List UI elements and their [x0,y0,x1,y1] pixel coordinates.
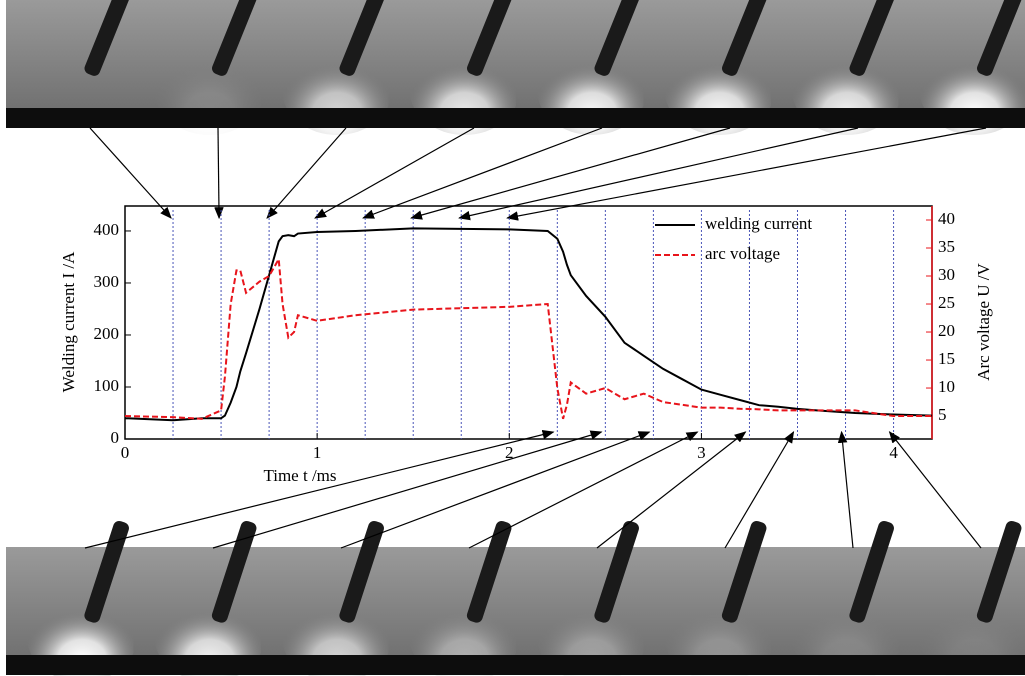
x-axis-label: Time t /ms [263,466,336,485]
workpiece [899,655,1025,675]
workpiece [389,655,517,675]
arrow [890,432,981,548]
legend-label: arc voltage [705,244,780,263]
frame [644,519,775,676]
arrow [363,128,602,218]
workpiece [516,108,644,128]
frame [261,519,392,676]
series-line [125,228,932,420]
x-tick-label: 3 [697,443,706,462]
frame [261,0,392,135]
frame [389,0,520,135]
arrow [315,128,474,218]
frame [134,0,265,135]
workpiece [6,108,134,128]
legend-label: welding current [705,214,812,233]
x-tick-label: 1 [313,443,322,462]
workpiece [6,655,134,675]
frame [516,519,647,676]
arrows [85,128,986,548]
y2-tick-label: 30 [938,265,955,284]
x-tick-label: 2 [505,443,514,462]
workpiece [134,655,262,675]
frame [6,0,137,135]
frame [899,519,1025,676]
workpiece [644,108,772,128]
x-tick-label: 0 [121,443,130,462]
y-tick-label: 300 [94,272,120,291]
frame [389,519,520,676]
y-tick-label: 0 [111,428,120,447]
workpiece [389,108,517,128]
plot-area [125,206,932,439]
workpiece [644,655,772,675]
workpiece [771,655,899,675]
y-axis-label: Welding current I /A [59,251,78,392]
x-tick-label: 4 [889,443,898,462]
y2-tick-label: 20 [938,321,955,340]
y-tick-label: 400 [94,220,120,239]
y2-tick-label: 35 [938,237,955,256]
arrow [411,128,730,218]
arrow [90,128,171,218]
arrow [507,128,986,218]
frame [644,0,775,135]
y-tick-label: 200 [94,324,120,343]
frame [134,519,265,676]
y2-tick-label: 40 [938,209,955,228]
y-tick-label: 100 [94,376,120,395]
series-line [125,259,932,419]
workpiece [516,655,644,675]
arrow [842,432,853,548]
arrow [267,128,346,218]
frame [771,519,902,676]
arrow [213,432,601,548]
frame [516,0,647,135]
workpiece [261,655,389,675]
figure: 012340100200300400510152025303540welding… [0,0,1025,676]
arrow [218,128,219,218]
arrow [597,432,745,548]
workpiece [771,108,899,128]
y2-tick-label: 25 [938,293,955,312]
video-frames [6,0,1025,676]
y2-tick-label: 10 [938,377,955,396]
frame [6,519,137,676]
workpiece [899,108,1025,128]
workpiece [134,108,262,128]
arrow [459,128,858,218]
frame [771,0,902,135]
y2-tick-label: 15 [938,349,955,368]
workpiece [261,108,389,128]
y2-axis-label: Arc voltage U /V [974,263,993,381]
y2-tick-label: 5 [938,405,947,424]
frame [899,0,1025,135]
arrow [469,432,697,548]
